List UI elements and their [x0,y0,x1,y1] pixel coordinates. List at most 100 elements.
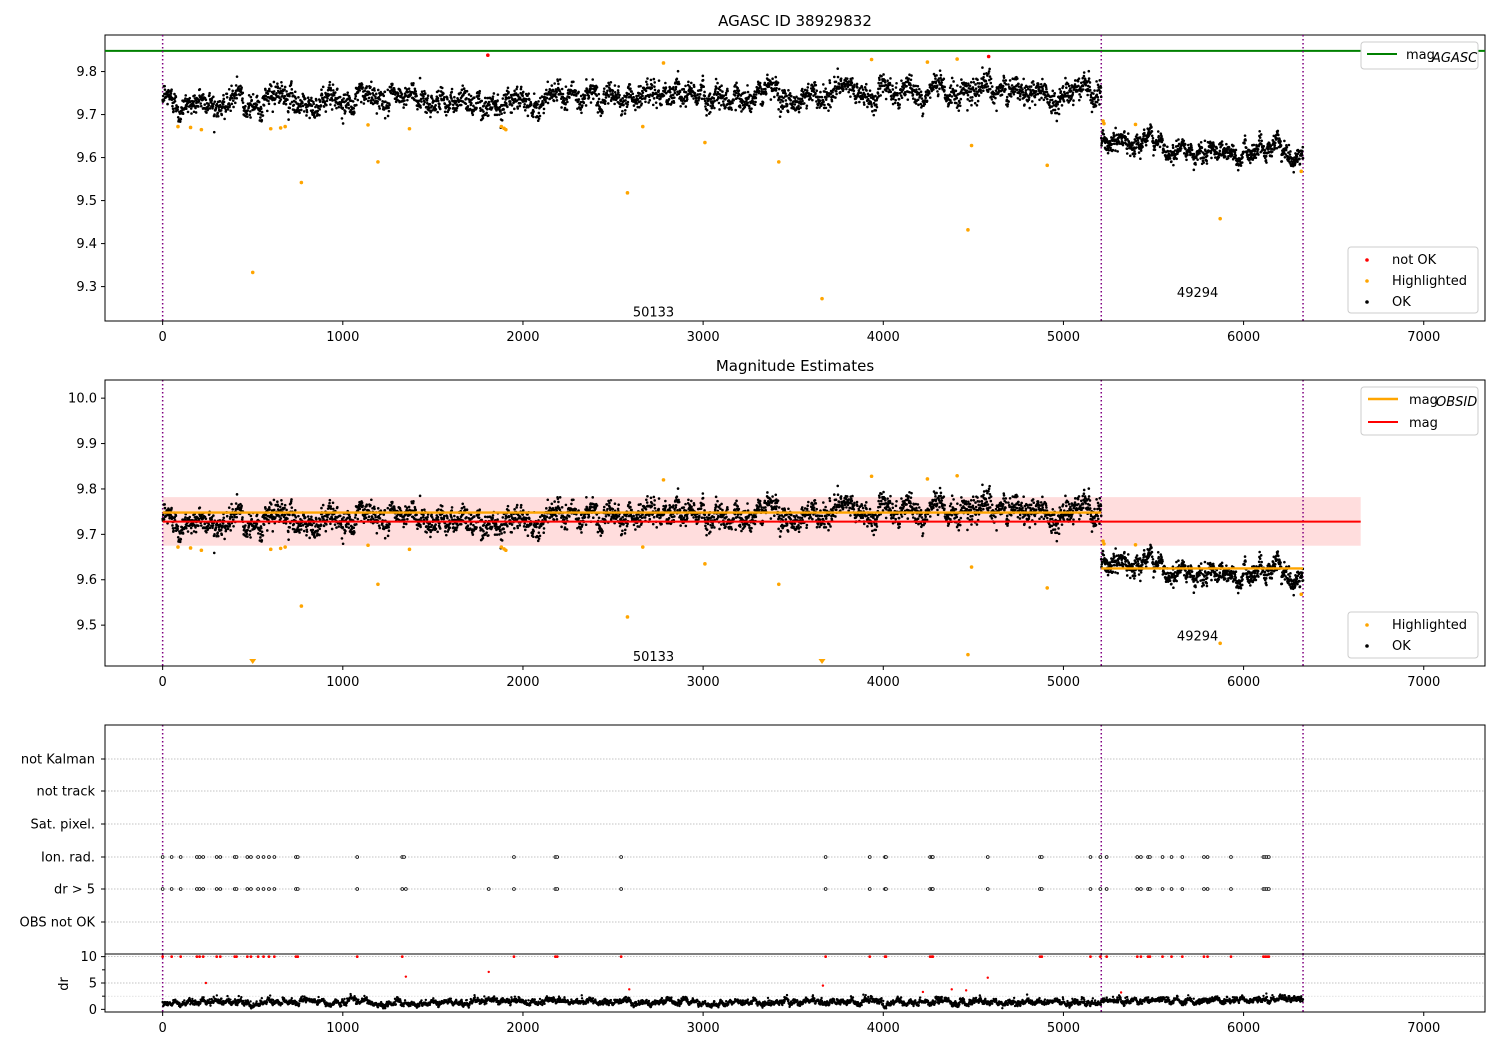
ok-point [262,523,266,526]
ok-point [541,99,544,103]
ok-point [526,94,529,97]
ok-point [1241,155,1244,159]
ok-point [986,90,990,93]
ok-point [782,105,786,108]
ok-point [543,95,546,99]
ok-point [613,102,616,106]
ok-point [832,75,836,79]
ok-point [1023,103,1026,106]
ok-point [216,114,220,118]
ok-point [223,537,226,541]
ok-point [711,104,715,108]
ok-point [1056,103,1059,106]
ok-point [377,105,381,108]
ok-point [212,551,216,555]
ok-point [198,506,202,509]
ok-point [1018,98,1022,101]
ok-point [406,90,409,94]
ok-point [1100,144,1103,147]
ok-point [1218,149,1222,153]
ok-point [328,498,332,502]
ok-point [485,111,488,115]
ok-point [958,104,962,108]
ok-point [1168,157,1172,160]
ok-point [718,85,722,89]
ok-point [1038,98,1041,102]
highlighted-point [176,124,180,129]
ok-point [705,108,709,112]
ok-point [423,92,427,95]
ok-point [201,93,205,96]
ok-point [163,84,166,88]
ok-point [1021,88,1024,91]
ok-point [1198,151,1201,155]
ok-point [1179,147,1183,150]
ok-point [337,105,341,109]
ok-point [829,92,833,96]
ok-point [224,108,228,112]
ok-point [978,82,981,85]
ok-point [624,99,627,102]
ok-point [789,99,793,102]
ok-point [572,80,575,84]
ok-point [863,86,867,89]
ok-point [892,97,895,101]
ok-point [276,504,280,508]
ok-point [233,101,237,105]
ok-point [192,100,196,103]
ok-point [244,524,247,527]
ok-point [766,73,769,77]
ok-point [1082,74,1086,78]
ok-point [703,94,707,98]
ok-point [388,103,391,107]
ok-point [692,97,695,100]
ok-point [861,88,865,91]
ok-point [884,97,888,101]
ok-point [976,99,980,103]
ok-point [280,84,284,88]
ok-point [890,94,893,98]
ok-point [1288,153,1292,156]
ok-point [1150,130,1154,133]
ok-point [1052,94,1056,98]
ok-point [513,89,516,93]
highlighted-point [776,160,781,164]
ok-point [162,98,166,102]
ok-point [304,516,307,519]
ok-point [649,78,653,82]
ok-point [1249,161,1252,165]
highlighted-point [504,127,508,132]
ok-point [326,96,329,100]
highlighted-point [188,125,193,130]
ok-point [629,87,632,90]
ok-point [968,99,972,103]
ok-point [777,108,780,111]
ok-point [230,96,234,100]
ok-point [903,90,907,94]
ok-point [342,516,345,519]
ok-point [344,110,347,113]
ok-point [493,99,497,103]
ok-point [777,87,781,91]
ok-point [1095,100,1099,104]
ok-point [740,101,744,105]
ok-point [1300,153,1304,157]
ok-point [678,90,682,94]
ok-point [306,96,310,99]
ok-point [695,96,698,100]
ok-point [994,96,997,100]
ok-point [807,82,810,86]
ok-point [1205,159,1208,163]
highlighted-point [625,191,630,195]
ok-point [893,91,897,94]
ok-point [964,82,968,85]
ok-point [872,101,876,105]
ok-point [305,108,309,112]
ok-point [604,100,607,103]
ok-point [504,98,507,101]
ok-point [1161,138,1164,142]
ok-point [965,84,968,88]
ok-point [472,104,475,108]
ok-point [775,86,778,90]
